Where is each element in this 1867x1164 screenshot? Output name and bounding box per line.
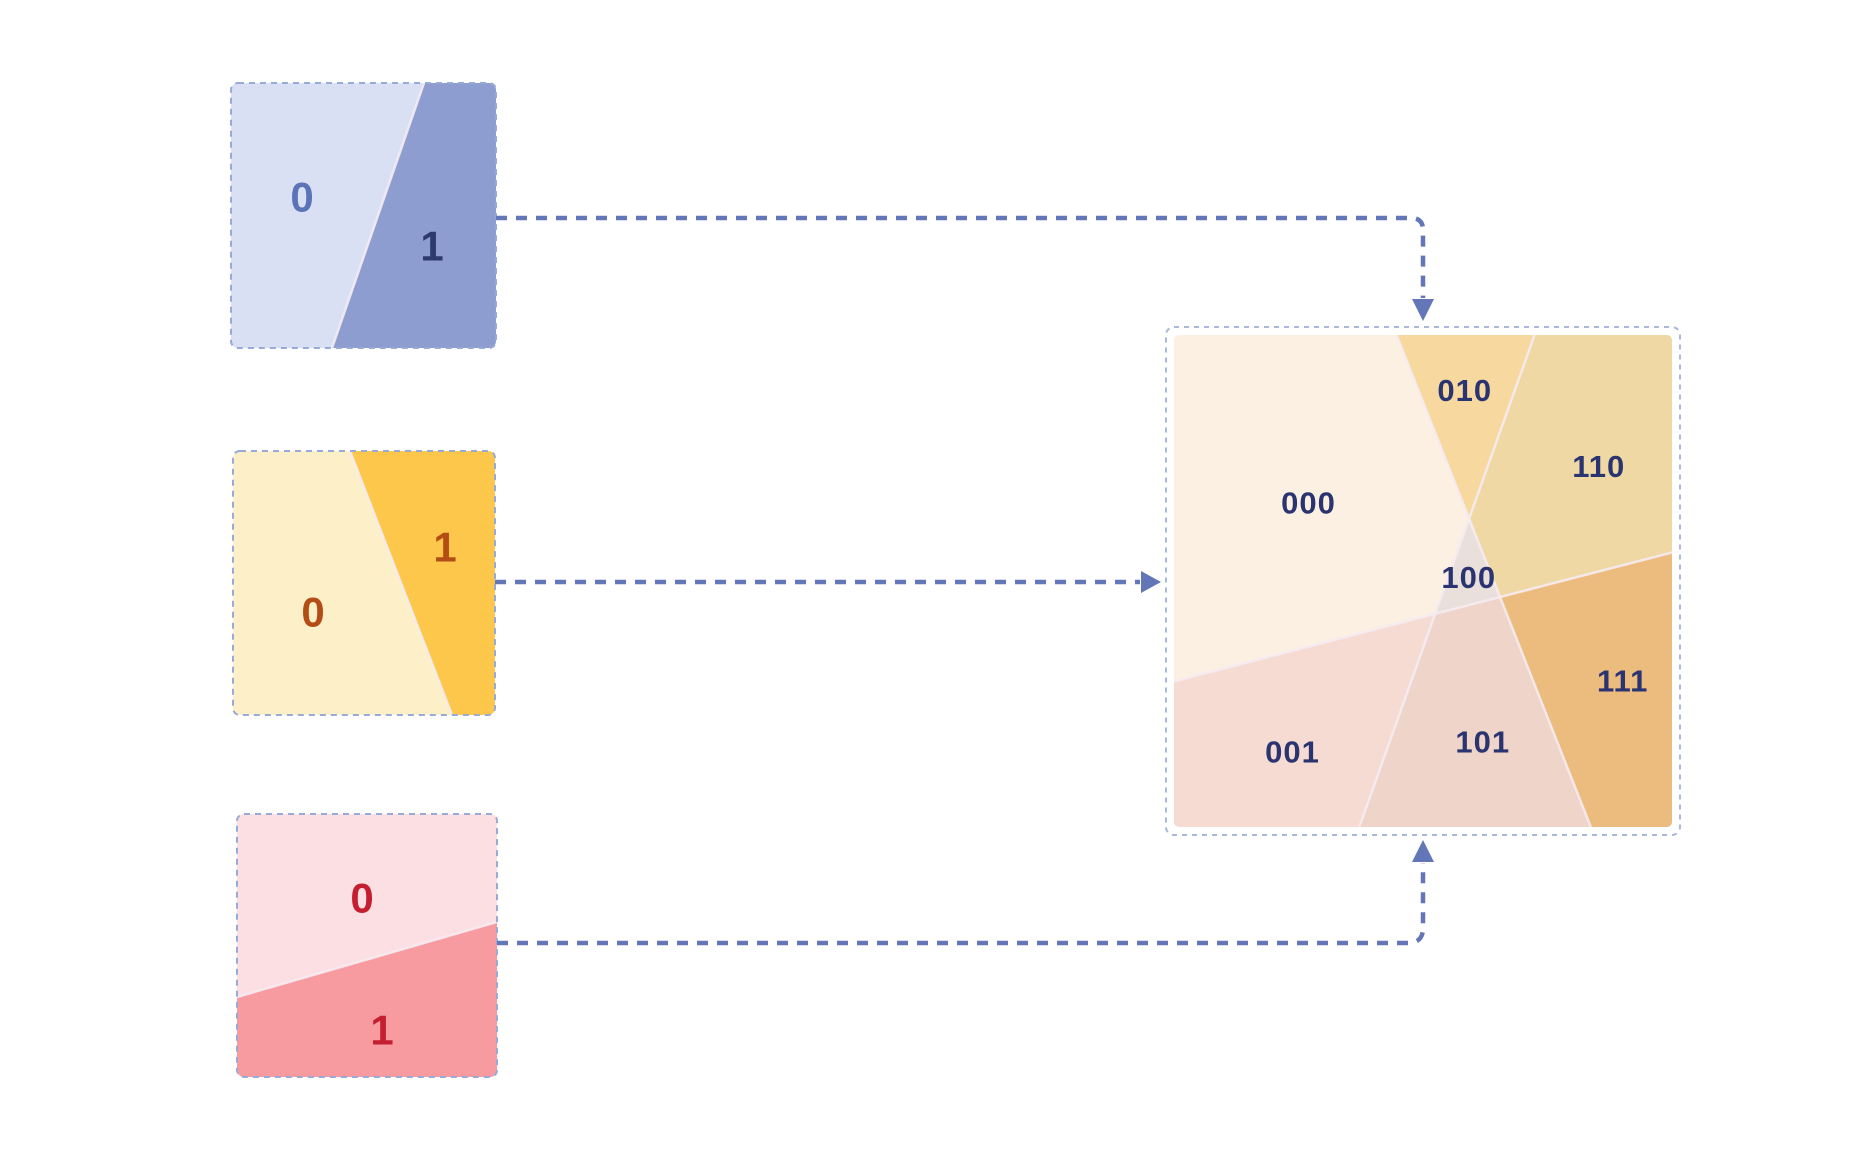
connector-arrows: [495, 215, 1434, 946]
pink-square-dashed-border: [236, 813, 498, 1078]
arrowhead-blue-down-icon: [1412, 299, 1434, 321]
region-100: [1435, 518, 1500, 614]
region-111: [1500, 552, 1672, 827]
yellow-region-1: [350, 451, 495, 715]
blue-square-dashed-border: [230, 82, 497, 349]
pink-region-0: [237, 814, 497, 997]
plane-square-pink: 0 1: [236, 813, 498, 1078]
plane-square-blue: 0 1: [230, 82, 497, 349]
arrow-blue-to-combined: [496, 215, 1426, 298]
combined-yellow-plane-line: [1395, 335, 1593, 827]
region-000: [1174, 335, 1470, 682]
blue-region-1: [332, 83, 496, 348]
region-010: [1396, 335, 1535, 519]
region-label-110: 110: [1572, 449, 1625, 484]
region-101: [1359, 597, 1591, 827]
arrowhead-pink-up-icon: [1412, 840, 1434, 862]
plane-square-yellow: 0 1: [232, 450, 496, 716]
region-label-010: 010: [1437, 373, 1492, 408]
blue-region-0: [231, 83, 424, 348]
arrow-pink-to-combined: [497, 863, 1426, 946]
yellow-label-0: 0: [301, 589, 324, 636]
arrowhead-yellow-right-icon: [1141, 571, 1161, 593]
combined-square: 000 010 110 100 001 101 111: [1165, 326, 1681, 836]
pink-label-1: 1: [370, 1007, 393, 1054]
region-label-001: 001: [1265, 735, 1320, 770]
yellow-label-1: 1: [433, 524, 456, 571]
blue-divider-line: [330, 83, 426, 348]
region-label-111: 111: [1597, 663, 1648, 698]
region-110: [1469, 335, 1672, 597]
combined-pink-plane-line: [1174, 551, 1672, 683]
pink-region-1: [237, 922, 497, 1077]
yellow-divider-line: [348, 451, 454, 715]
region-001: [1174, 613, 1436, 827]
yellow-square-dashed-border: [232, 450, 496, 716]
pink-divider-line: [237, 920, 497, 999]
blue-label-0: 0: [290, 174, 313, 221]
yellow-region-0: [233, 451, 452, 715]
combined-square-dashed-border: [1165, 326, 1681, 836]
pink-label-0: 0: [350, 875, 373, 922]
blue-label-1: 1: [420, 223, 443, 270]
region-label-101: 101: [1455, 724, 1510, 759]
combined-blue-plane-line: [1358, 335, 1536, 827]
region-label-000: 000: [1281, 485, 1336, 520]
region-label-100: 100: [1441, 560, 1496, 595]
